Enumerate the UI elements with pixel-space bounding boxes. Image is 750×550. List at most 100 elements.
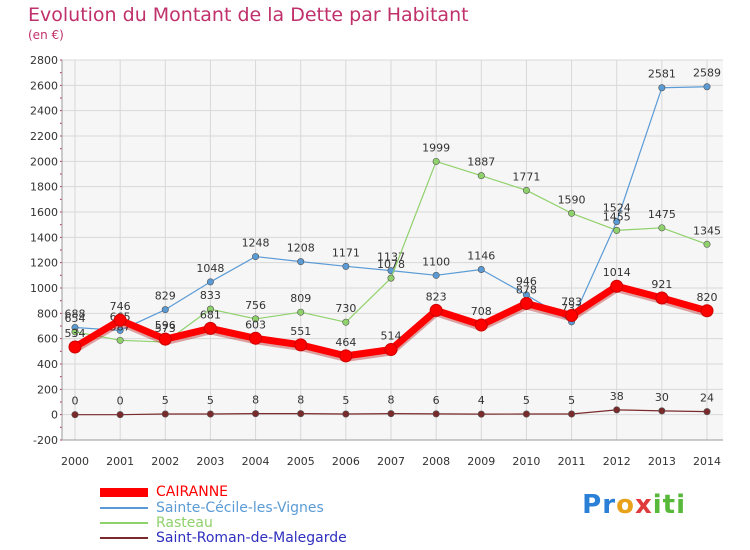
data-point-sainte-cecile-les-vignes [206, 278, 214, 286]
y-tick-label: 600 [37, 333, 58, 346]
x-tick-label: 2002 [151, 455, 179, 468]
data-label-sainte-cecile-les-vignes: 1208 [287, 242, 315, 255]
data-label-cairanne: 514 [381, 330, 402, 343]
data-point-sainte-cecile-les-vignes [658, 84, 666, 92]
data-label-sainte-cecile-les-vignes: 1171 [332, 246, 360, 259]
data-label-cairanne: 823 [426, 290, 447, 303]
data-label-cairanne: 464 [335, 336, 356, 349]
x-tick-label: 2004 [242, 455, 270, 468]
data-label-cairanne: 878 [516, 283, 537, 296]
data-point-saint-roman-de-malegarde [613, 406, 621, 414]
data-point-cairanne [249, 331, 263, 345]
logo-letter: x [634, 490, 653, 520]
data-point-cairanne [113, 313, 127, 327]
data-label-cairanne: 746 [110, 300, 131, 313]
data-point-sainte-cecile-les-vignes [432, 271, 440, 279]
data-point-saint-roman-de-malegarde [161, 410, 169, 418]
x-tick-label: 2011 [558, 455, 586, 468]
data-point-rasteau [297, 308, 305, 316]
y-tick-label: 1600 [30, 206, 58, 219]
data-point-sainte-cecile-les-vignes [297, 258, 305, 266]
x-tick-label: 2009 [467, 455, 495, 468]
x-tick-label: 2001 [106, 455, 134, 468]
legend-swatch-sainte-cecile [100, 507, 148, 509]
data-label-saint-roman-de-malegarde: 38 [610, 390, 624, 403]
x-tick-label: 2006 [332, 455, 360, 468]
legend-label-saint-roman: Saint-Roman-de-Malegarde [156, 530, 347, 546]
data-label-sainte-cecile-les-vignes: 1100 [422, 255, 450, 268]
logo-letter: P [582, 490, 603, 520]
data-label-cairanne: 596 [155, 319, 176, 332]
data-label-cairanne: 681 [200, 308, 221, 321]
data-label-cairanne: 921 [651, 278, 672, 291]
data-point-saint-roman-de-malegarde [703, 408, 711, 416]
data-label-cairanne: 1014 [603, 266, 631, 279]
y-tick-label: 1200 [30, 257, 58, 270]
data-point-saint-roman-de-malegarde [206, 410, 214, 418]
data-label-saint-roman-de-malegarde: 4 [478, 394, 485, 407]
data-label-saint-roman-de-malegarde: 24 [700, 392, 714, 405]
proxiti-logo: Proxiti [582, 490, 686, 520]
logo-letter: r [602, 490, 617, 520]
data-point-saint-roman-de-malegarde [568, 410, 576, 418]
data-point-rasteau [252, 315, 260, 323]
data-point-rasteau [116, 336, 124, 344]
legend-swatch-saint-roman [100, 537, 148, 539]
data-point-cairanne [655, 291, 669, 305]
legend-item-sainte-cecile: Sainte-Cécile-les-Vignes [100, 500, 324, 516]
x-tick-label: 2005 [287, 455, 315, 468]
data-point-sainte-cecile-les-vignes [252, 253, 260, 261]
data-label-sainte-cecile-les-vignes: 1146 [467, 250, 495, 263]
logo-letter: i [676, 490, 686, 520]
data-point-cairanne [203, 321, 217, 335]
data-point-rasteau [387, 274, 395, 282]
data-point-cairanne [429, 303, 443, 317]
data-label-saint-roman-de-malegarde: 0 [117, 395, 124, 408]
logo-letter: i [652, 490, 663, 520]
data-point-saint-roman-de-malegarde [522, 410, 530, 418]
data-point-cairanne [158, 332, 172, 346]
y-tick-label: 1400 [30, 231, 58, 244]
y-tick-label: 200 [37, 383, 58, 396]
data-label-sainte-cecile-les-vignes: 946 [516, 275, 537, 288]
legend-item-saint-roman: Saint-Roman-de-Malegarde [100, 530, 347, 546]
data-label-sainte-cecile-les-vignes: 829 [155, 290, 176, 303]
data-label-saint-roman-de-malegarde: 6 [433, 394, 440, 407]
data-point-cairanne [339, 349, 353, 363]
y-tick-label: 400 [37, 358, 58, 371]
data-label-sainte-cecile-les-vignes: 2589 [693, 67, 721, 80]
legend-label-rasteau: Rasteau [156, 515, 213, 531]
data-point-saint-roman-de-malegarde [252, 410, 260, 418]
y-tick-label: 1000 [30, 282, 58, 295]
data-label-sainte-cecile-les-vignes: 1048 [196, 262, 224, 275]
data-label-saint-roman-de-malegarde: 5 [342, 394, 349, 407]
y-tick-label: 800 [37, 307, 58, 320]
legend-item-rasteau: Rasteau [100, 515, 213, 531]
x-tick-label: 2013 [648, 455, 676, 468]
legend-swatch-cairanne [100, 487, 148, 497]
data-point-rasteau [568, 209, 576, 217]
data-label-rasteau: 1887 [467, 156, 495, 169]
data-point-cairanne [519, 296, 533, 310]
data-label-saint-roman-de-malegarde: 5 [523, 394, 530, 407]
data-label-cairanne: 708 [471, 305, 492, 318]
data-point-saint-roman-de-malegarde [297, 410, 305, 418]
data-point-sainte-cecile-les-vignes [161, 306, 169, 314]
data-point-sainte-cecile-les-vignes [703, 83, 711, 91]
data-label-saint-roman-de-malegarde: 8 [388, 394, 395, 407]
data-label-rasteau: 1771 [512, 170, 540, 183]
data-label-sainte-cecile-les-vignes: 1524 [603, 202, 631, 215]
data-point-cairanne [610, 279, 624, 293]
data-point-sainte-cecile-les-vignes [116, 326, 124, 334]
x-tick-label: 2014 [693, 455, 721, 468]
data-label-saint-roman-de-malegarde: 8 [252, 394, 259, 407]
data-label-sainte-cecile-les-vignes: 1248 [242, 237, 270, 250]
data-label-saint-roman-de-malegarde: 5 [207, 394, 214, 407]
data-label-rasteau: 1455 [603, 210, 631, 223]
plot-area [62, 60, 723, 440]
data-label-saint-roman-de-malegarde: 5 [162, 394, 169, 407]
data-label-rasteau: 833 [200, 289, 221, 302]
data-point-rasteau [703, 240, 711, 248]
